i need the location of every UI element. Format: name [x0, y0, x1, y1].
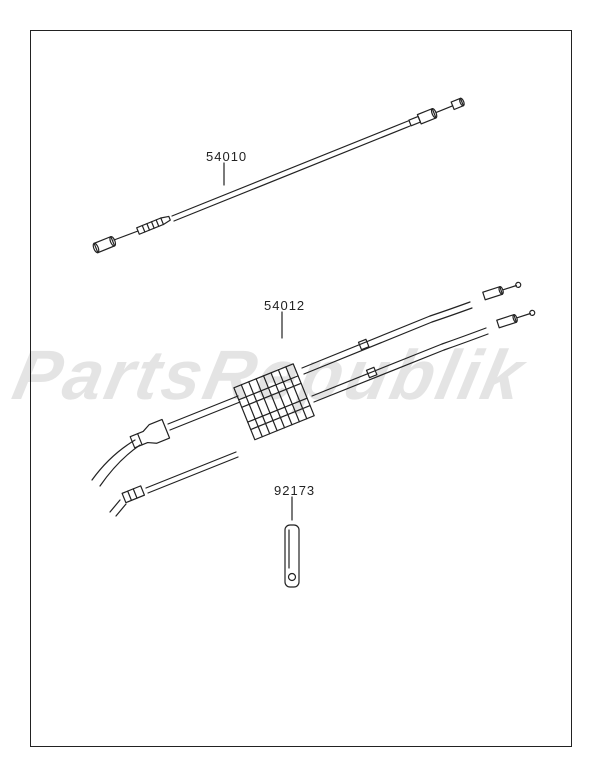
part-54012	[92, 280, 536, 516]
diagram-stage: PartsRepublik 54010 54012 92173	[0, 0, 600, 775]
part-92173	[285, 525, 299, 587]
part-54010	[92, 97, 465, 254]
diagram-svg	[0, 0, 600, 775]
